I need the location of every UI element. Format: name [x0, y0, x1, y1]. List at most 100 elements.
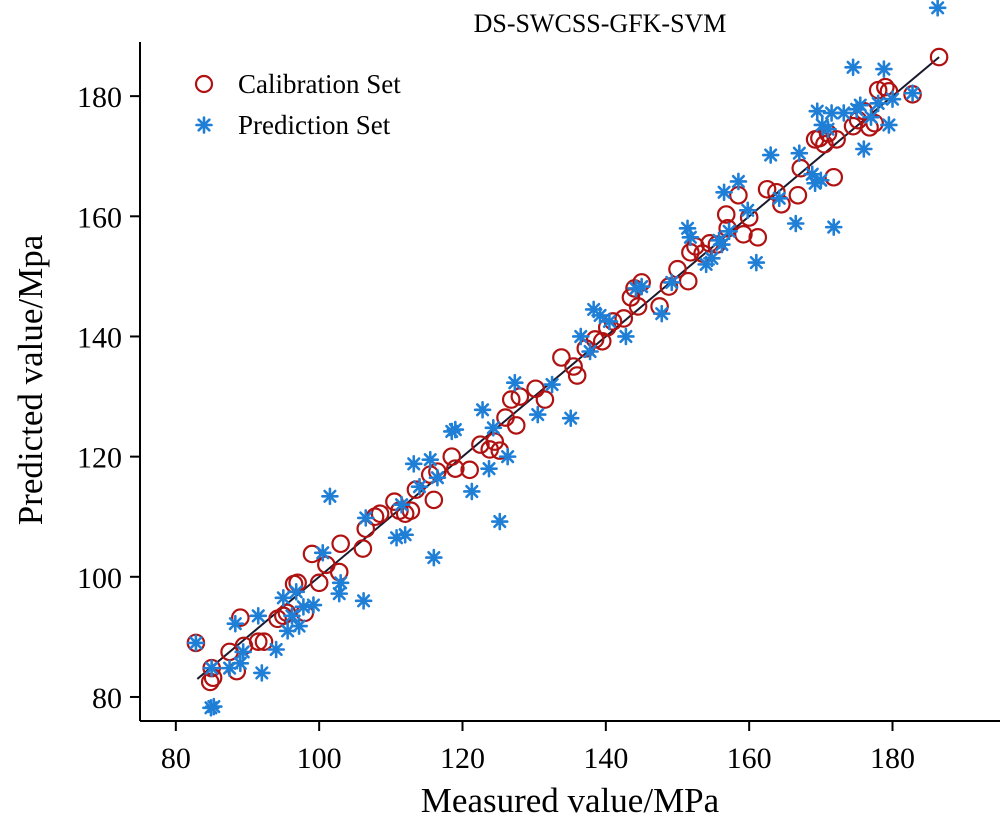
x-tick-label: 140 [583, 742, 628, 775]
prediction-point [862, 108, 880, 126]
prediction-point [617, 327, 635, 346]
prediction-point [234, 643, 252, 661]
prediction-point [202, 659, 221, 677]
prediction-point [844, 58, 862, 77]
calibration-point [678, 271, 698, 291]
legend-item-calibration: Calibration Set [194, 69, 401, 99]
prediction-point [294, 598, 313, 616]
prediction-point [473, 400, 492, 419]
calibration-point [824, 167, 844, 187]
fit-line-layer [196, 56, 940, 680]
prediction-point [713, 235, 731, 254]
prediction-point [681, 228, 700, 247]
prediction-point [528, 405, 547, 424]
calibration-point [248, 632, 268, 651]
prediction-point [428, 468, 447, 487]
calibration-point [716, 205, 736, 224]
prediction-point [304, 596, 323, 614]
calibration-point [460, 460, 479, 480]
prediction-point [883, 90, 902, 108]
prediction-point [729, 172, 748, 191]
calibration-point [734, 225, 753, 244]
points-layer [186, 0, 949, 717]
calibration-point [446, 459, 465, 478]
prediction-point [851, 96, 870, 114]
prediction-point [903, 84, 922, 102]
calibration-point [501, 390, 521, 409]
y-tick-label: 180 [77, 81, 122, 114]
x-tick-label: 80 [161, 742, 191, 775]
prediction-point [490, 512, 509, 531]
prediction-point [812, 171, 830, 190]
prediction-point [834, 104, 853, 122]
prediction-point [571, 327, 590, 346]
calibration-point [442, 447, 462, 466]
calibration-point [815, 134, 834, 154]
prediction-point [561, 409, 580, 427]
prediction-point [205, 697, 223, 716]
prediction-point [287, 583, 306, 601]
calibration-point [748, 228, 768, 247]
legend: Calibration Set Prediction Set [194, 69, 401, 140]
calibration-point [791, 158, 811, 178]
prediction-point [354, 592, 373, 610]
ticks-layer: 80 100 120 140 160 180 80 100 120 140 160 180 [77, 81, 915, 775]
calibration-point [353, 539, 373, 558]
calibration-point [929, 47, 949, 67]
legend-label-prediction: Prediction Set [238, 110, 391, 140]
axes [139, 42, 1000, 722]
calibration-point [526, 379, 545, 399]
calibration-point [876, 77, 895, 97]
prediction-point [875, 60, 893, 78]
calibration-point [567, 366, 587, 385]
prediction-point [855, 140, 873, 158]
legend-label-calibration: Calibration Set [238, 69, 401, 99]
prediction-point [187, 634, 205, 652]
prediction-point [747, 253, 766, 272]
calibration-point [564, 357, 583, 376]
prediction-point [274, 589, 293, 607]
chart-title: DS-SWCSS-GFK-SVM [474, 9, 727, 38]
calibration-point [370, 504, 390, 524]
x-tick-label: 120 [440, 742, 485, 775]
prediction-point [808, 102, 827, 120]
y-axis-label: Predicted value/Mpa [11, 234, 50, 525]
prediction-point [226, 614, 245, 633]
prediction-point [770, 189, 789, 208]
prediction-point [267, 640, 285, 659]
legend-asterisk-glyph [195, 116, 213, 134]
calibration-point [200, 672, 220, 692]
legend-item-prediction: Prediction Set [195, 110, 391, 140]
prediction-point [356, 509, 375, 527]
calibration-point [552, 348, 571, 367]
calibration-point [757, 179, 777, 199]
prediction-point [404, 455, 423, 473]
calibration-point [309, 573, 329, 593]
y-tick-label: 120 [77, 442, 122, 475]
prediction-point [703, 249, 721, 268]
prediction-point [715, 183, 733, 202]
regression-line [196, 56, 940, 680]
calibration-point [535, 390, 555, 409]
x-tick-label: 100 [297, 742, 342, 775]
prediction-point [290, 617, 308, 635]
calibration-point [788, 185, 808, 205]
prediction-point [498, 447, 517, 466]
prediction-point [738, 201, 757, 220]
x-tick-label: 180 [870, 742, 915, 775]
calibration-point [827, 130, 846, 149]
calibration-point [718, 219, 737, 238]
prediction-point [543, 375, 561, 394]
prediction-point [463, 482, 481, 501]
prediction-point [720, 222, 738, 241]
calibration-point [331, 534, 350, 554]
prediction-point [581, 342, 599, 361]
prediction-point [761, 146, 780, 164]
prediction-point [790, 144, 809, 163]
legend-circle-marker [194, 74, 214, 94]
calibration-point [254, 632, 274, 651]
x-tick-label: 160 [727, 742, 772, 775]
y-tick-label: 140 [77, 321, 122, 354]
prediction-point [824, 218, 843, 236]
